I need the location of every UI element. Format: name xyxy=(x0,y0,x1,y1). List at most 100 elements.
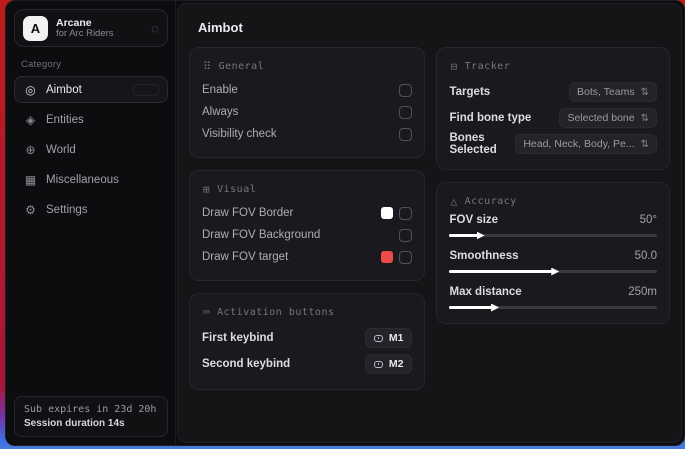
second-keybind-value: M2 xyxy=(388,358,404,370)
smoothness-slider[interactable] xyxy=(449,267,657,276)
enable-label: Enable xyxy=(202,84,238,96)
sidebar-item-settings[interactable]: ⚙ Settings xyxy=(14,196,168,223)
draw-fov-background-label: Draw FOV Background xyxy=(202,229,321,241)
session-duration-text: Session duration 14s xyxy=(24,418,125,429)
activation-card-header: ⌨ Activation buttons xyxy=(203,306,412,319)
smoothness-value: 50.0 xyxy=(634,250,657,262)
always-label: Always xyxy=(202,106,239,118)
slider-track xyxy=(449,234,657,237)
fov-size-group: FOV size 50° xyxy=(449,214,657,240)
targets-dropdown[interactable]: Bots, Teams ⇅ xyxy=(569,82,657,102)
fov-size-value: 50° xyxy=(639,214,657,226)
second-keybind-label: Second keybind xyxy=(202,358,291,370)
sidebar: A Arcane for Arc Riders ◌ Category ◎ Aim… xyxy=(6,1,176,445)
first-keybind-button[interactable]: M1 xyxy=(364,328,413,348)
first-keybind-value: M1 xyxy=(388,332,404,344)
subscription-info: Sub expires in 23d 20h Session duration … xyxy=(14,396,168,437)
keyboard-icon: ⌨ xyxy=(203,306,211,319)
general-card-title: General xyxy=(218,61,265,72)
slider-thumb[interactable] xyxy=(476,231,485,240)
grid-icon: ▦ xyxy=(24,172,37,187)
smoothness-label: Smoothness xyxy=(449,250,519,262)
max-distance-label: Max distance xyxy=(449,286,522,298)
smoothness-group: Smoothness 50.0 xyxy=(449,250,657,276)
visual-card-header: ⊞ Visual xyxy=(203,183,412,196)
sidebar-item-label: Aimbot xyxy=(46,83,82,96)
slider-fill xyxy=(449,305,494,309)
sidebar-item-miscellaneous[interactable]: ▦ Miscellaneous xyxy=(14,166,168,193)
dots-grid-icon: ⠿ xyxy=(203,60,212,73)
draw-fov-background-checkbox[interactable] xyxy=(399,228,413,242)
visual-card: ⊞ Visual Draw FOV Border Draw FOV Backgr… xyxy=(189,170,426,281)
tracker-card: ⊟ Tracker Targets Bots, Teams ⇅ xyxy=(436,47,670,170)
find-bone-type-dropdown[interactable]: Selected bone ⇅ xyxy=(559,108,657,128)
visibility-check-checkbox[interactable] xyxy=(399,127,413,141)
sidebar-item-entities[interactable]: ◈ Entities xyxy=(14,106,168,133)
sidebar-item-label: World xyxy=(46,143,76,156)
page-title: Aimbot xyxy=(198,20,243,35)
fov-border-color-swatch[interactable] xyxy=(381,207,394,219)
tracker-row-bones-selected: Bones Selected Head, Neck, Body, Pe... ⇅ xyxy=(449,131,657,157)
tracker-card-title: Tracker xyxy=(464,61,511,72)
tracker-row-bone-type: Find bone type Selected bone ⇅ xyxy=(449,105,657,131)
visual-card-title: Visual xyxy=(217,184,257,195)
max-distance-slider[interactable] xyxy=(449,303,657,312)
accuracy-card-title: Accuracy xyxy=(464,196,517,207)
visibility-check-label: Visibility check xyxy=(202,128,277,140)
sidebar-item-label: Miscellaneous xyxy=(46,173,119,186)
visual-row-fov-target: Draw FOV target xyxy=(202,246,413,268)
slider-thumb[interactable] xyxy=(491,303,500,312)
app-logo: A xyxy=(23,15,48,41)
general-card-header: ⠿ General xyxy=(203,60,412,73)
chevrons-up-down-icon: ⇅ xyxy=(640,112,649,124)
sidebar-item-aimbot[interactable]: ◎ Aimbot xyxy=(14,76,168,103)
enable-checkbox[interactable] xyxy=(399,83,413,97)
activation-card-title: Activation buttons xyxy=(217,307,335,318)
sidebar-item-label: Entities xyxy=(46,113,84,126)
plus-box-icon: ⊞ xyxy=(203,183,211,196)
app-name: Arcane xyxy=(56,16,92,29)
entities-icon: ◈ xyxy=(25,112,36,127)
general-card: ⠿ General Enable Always Visibility check xyxy=(189,47,426,158)
fov-size-label: FOV size xyxy=(449,214,499,226)
draw-fov-border-label: Draw FOV Border xyxy=(202,207,294,219)
draw-fov-target-checkbox[interactable] xyxy=(399,250,413,264)
app-window: A Arcane for Arc Riders ◌ Category ◎ Aim… xyxy=(5,0,685,446)
slider-fill xyxy=(449,233,479,237)
max-distance-value: 250m xyxy=(628,286,657,298)
draw-fov-target-label: Draw FOV target xyxy=(202,251,289,263)
bones-selected-dropdown-value: Head, Neck, Body, Pe... xyxy=(523,138,635,150)
slider-thumb[interactable] xyxy=(551,267,560,276)
sidebar-item-world[interactable]: ⊕ World xyxy=(14,136,168,163)
general-row-always: Always xyxy=(202,101,413,123)
activation-card: ⌨ Activation buttons First keybind M1 xyxy=(189,293,426,390)
accuracy-card: △ Accuracy FOV size 50° xyxy=(436,182,670,324)
first-keybind-label: First keybind xyxy=(202,332,274,344)
second-keybind-button[interactable]: M2 xyxy=(364,354,413,374)
brand-card: A Arcane for Arc Riders ◌ xyxy=(14,9,168,47)
bones-selected-dropdown[interactable]: Head, Neck, Body, Pe... ⇅ xyxy=(515,134,657,154)
targets-label: Targets xyxy=(449,86,491,98)
bones-selected-label: Bones Selected xyxy=(449,132,497,156)
general-row-visibility: Visibility check xyxy=(202,123,413,145)
gear-icon: ⚙ xyxy=(25,202,36,217)
find-bone-type-dropdown-value: Selected bone xyxy=(567,112,635,124)
sub-expires-text: Sub expires in 23d 20h xyxy=(24,404,157,415)
tracker-card-header: ⊟ Tracker xyxy=(450,60,657,73)
tracker-row-targets: Targets Bots, Teams ⇅ xyxy=(449,79,657,105)
refresh-icon[interactable]: ◌ xyxy=(151,20,159,36)
general-row-enable: Enable xyxy=(202,79,413,101)
aimbot-keybind-hint xyxy=(133,83,159,96)
sidebar-nav: ◎ Aimbot ◈ Entities ⊕ World ▦ Miscellane… xyxy=(14,76,168,223)
draw-fov-border-checkbox[interactable] xyxy=(399,206,413,220)
category-label: Category xyxy=(21,59,62,70)
visual-row-fov-background: Draw FOV Background xyxy=(202,224,413,246)
fov-target-color-swatch[interactable] xyxy=(381,251,394,263)
fov-size-slider[interactable] xyxy=(449,231,657,240)
sidebar-item-label: Settings xyxy=(46,203,88,216)
visual-row-fov-border: Draw FOV Border xyxy=(202,202,413,224)
chevrons-up-down-icon: ⇅ xyxy=(640,138,649,150)
right-column: ⊟ Tracker Targets Bots, Teams ⇅ xyxy=(436,47,670,324)
always-checkbox[interactable] xyxy=(399,105,413,119)
minus-square-icon: ⊟ xyxy=(450,60,458,73)
